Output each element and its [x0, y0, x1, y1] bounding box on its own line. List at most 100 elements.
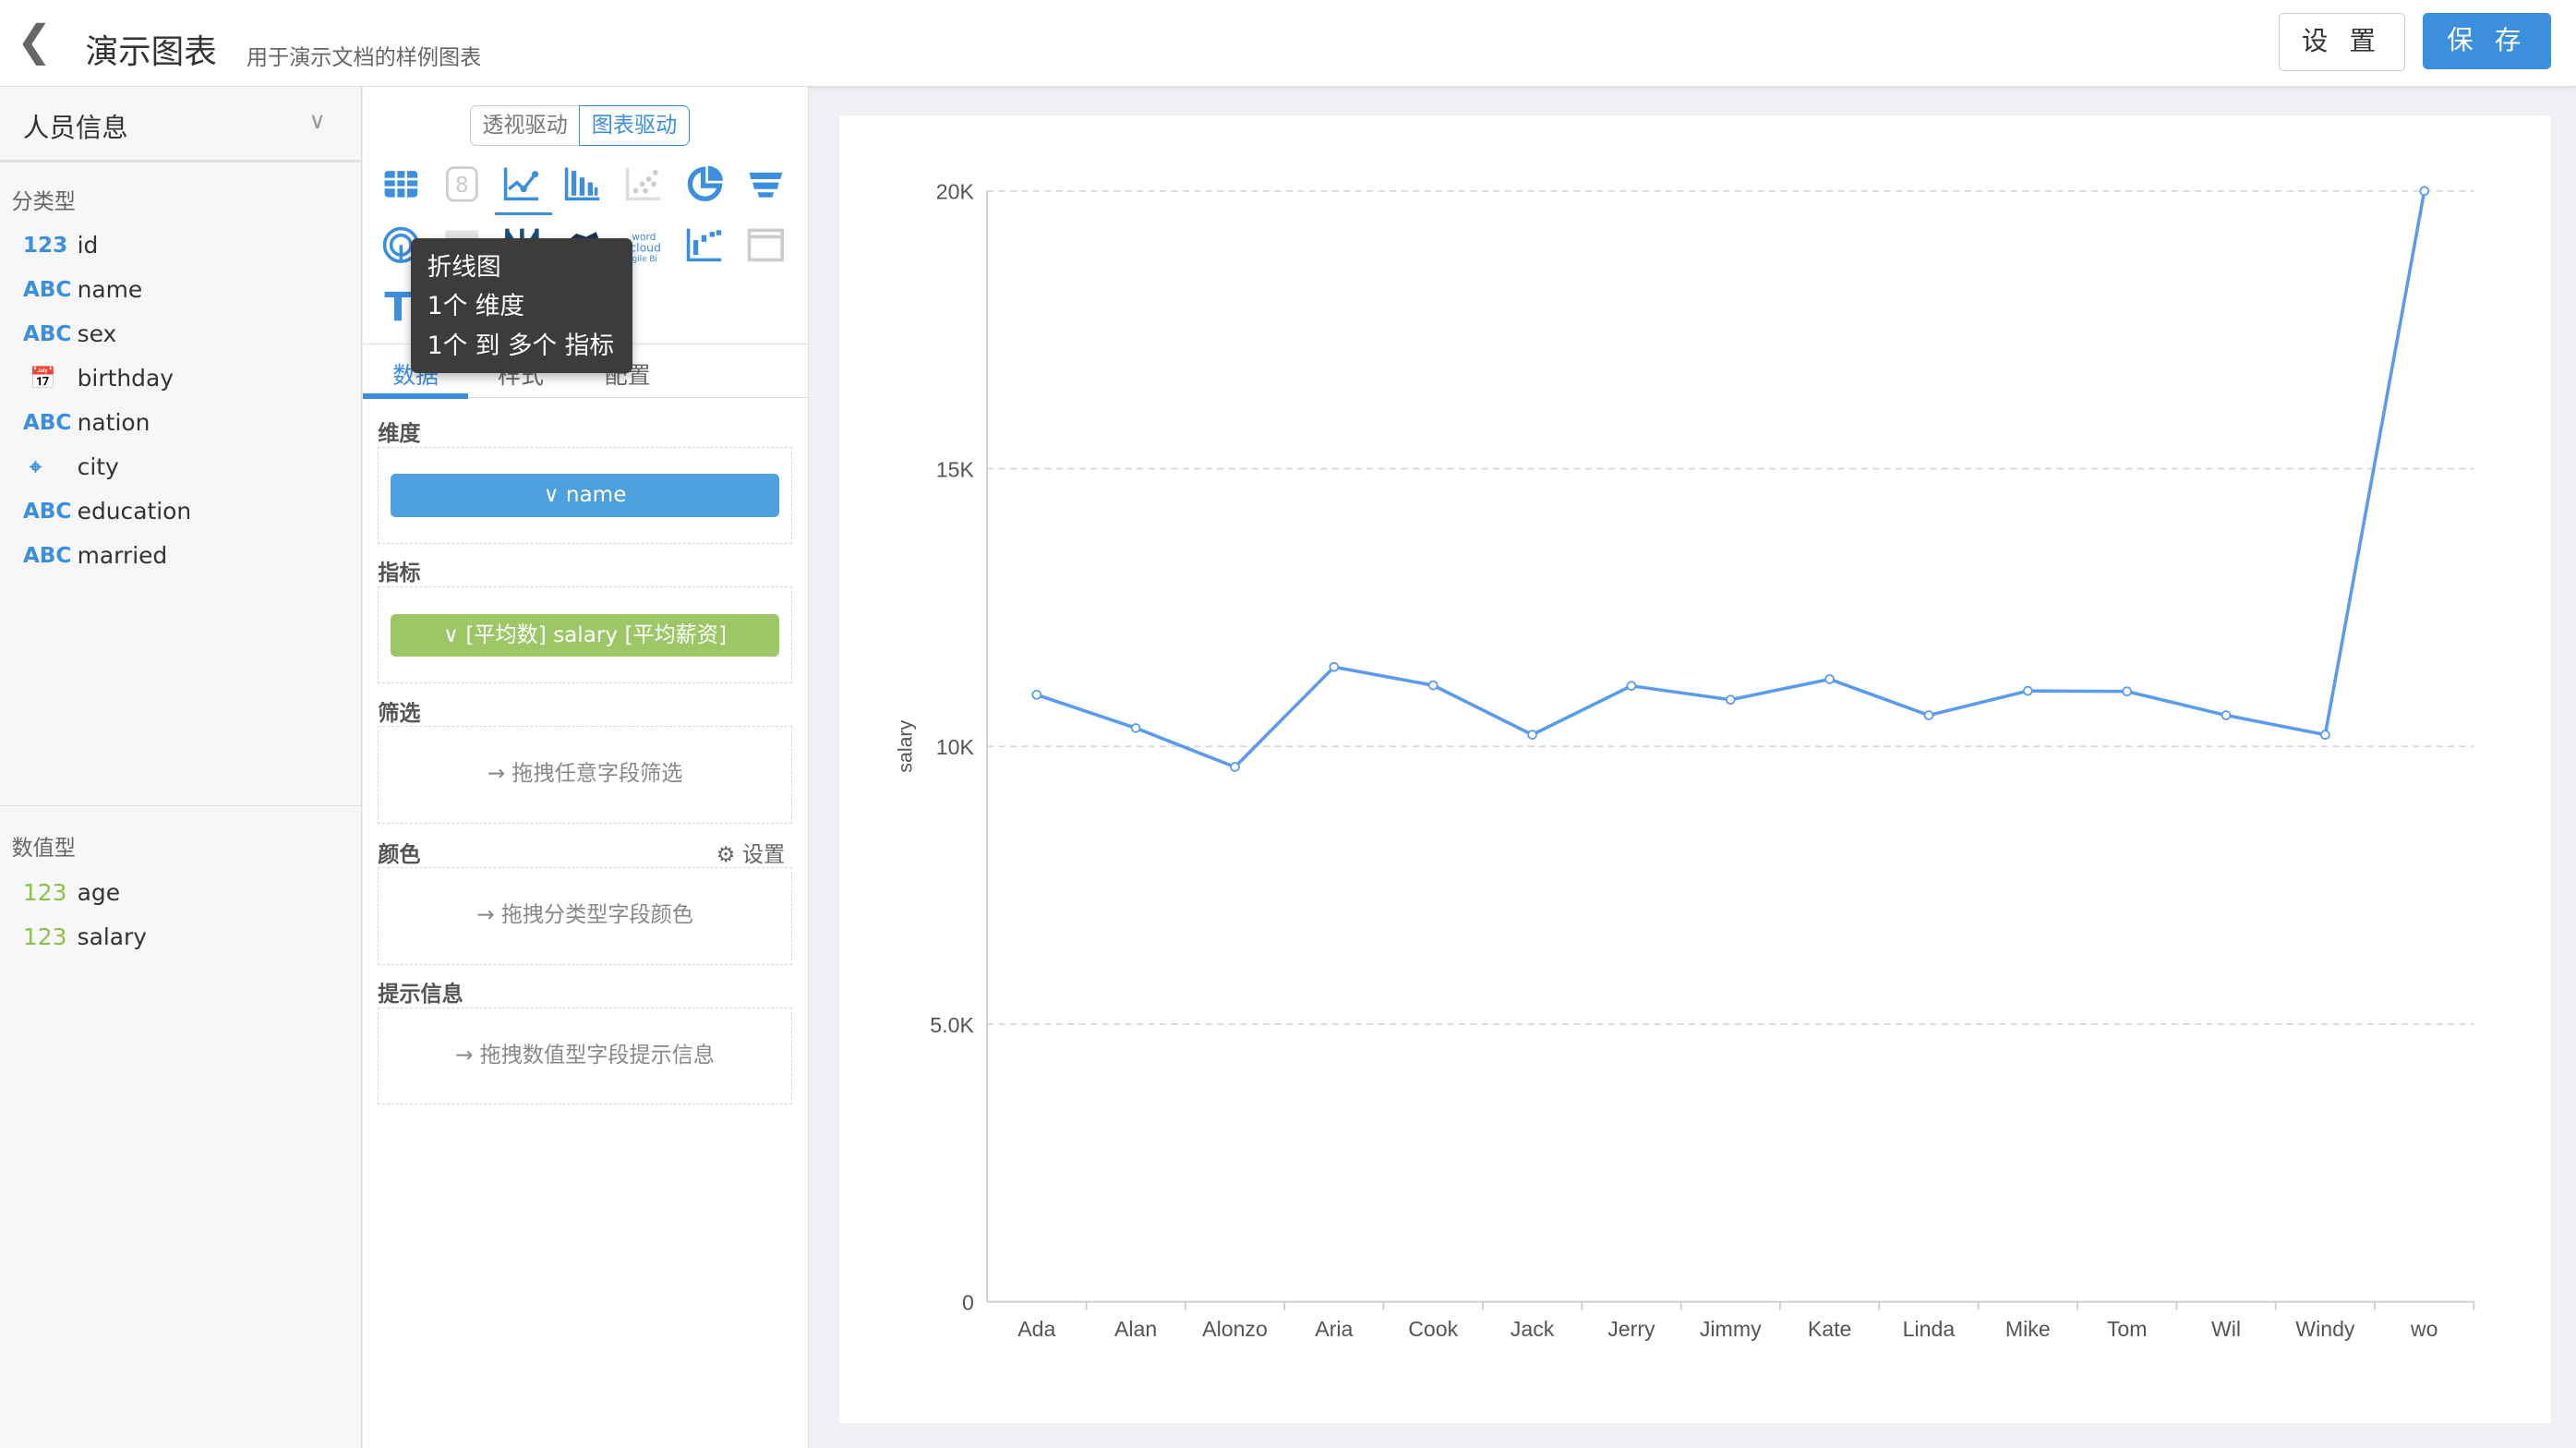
dataset-name: 人员信息 — [22, 112, 128, 143]
metric-pill[interactable]: ∨ [平均数] salary [平均薪资] — [390, 613, 780, 657]
svg-text:8: 8 — [455, 174, 469, 198]
field-name: birthday — [77, 365, 174, 392]
save-button[interactable]: 保 存 — [2423, 13, 2552, 69]
arrow-right-icon: → — [476, 903, 501, 928]
y-tick-label: 0 — [962, 1290, 974, 1314]
text-chart-icon[interactable]: T — [384, 284, 412, 331]
mode-chart[interactable]: 图表驱动 — [579, 104, 690, 147]
divider — [0, 804, 362, 806]
tooltip-line-2: 1个 到 多个 指标 — [427, 332, 615, 361]
header: ❮ 演示图表 用于演示文档的样例图表 设 置 保 存 — [0, 0, 2576, 87]
chevron-down-icon: ∨ — [443, 622, 466, 647]
x-tick-label: wo — [2410, 1317, 2438, 1341]
field-sidebar: 人员信息 ∨ 分类型 123 id ABC name ABC sex 📅 birthday AB… — [0, 87, 363, 1448]
data-point — [2419, 186, 2430, 196]
mode-toggle: 透视驱动 图表驱动 — [469, 104, 690, 147]
number-card-icon[interactable]: 8 — [442, 164, 482, 204]
field-type-badge: ABC — [22, 411, 72, 436]
gear-icon: ⚙ — [716, 842, 742, 867]
data-point — [2320, 729, 2330, 740]
tooltip-label: 提示信息 — [378, 982, 463, 1007]
arrow-right-icon: → — [487, 762, 512, 787]
data-point — [1626, 680, 1637, 691]
data-point — [1527, 729, 1538, 740]
x-tick-label: Linda — [1903, 1317, 1956, 1341]
x-tick-label: Ada — [1017, 1317, 1055, 1341]
page-title: 演示图表 — [85, 33, 217, 72]
field-name: name — [77, 276, 143, 304]
page-subtitle: 用于演示文档的样例图表 — [246, 45, 482, 70]
field-name: nation — [77, 409, 150, 437]
chart-card: 0 5.0K 10K 15K 20K salary Ada Alan Alonzo Aria Coo… — [839, 115, 2552, 1423]
data-point — [1923, 709, 1934, 720]
line-chart-icon[interactable] — [502, 164, 542, 204]
chevron-down-icon: ∨ — [543, 483, 566, 508]
data-point — [1428, 680, 1438, 690]
dimension-pill[interactable]: ∨ name — [390, 474, 780, 517]
field-type-badge: 123 — [22, 879, 67, 907]
field-type-badge: 123 — [22, 923, 67, 951]
filter-dropzone[interactable]: → 拖拽任意字段筛选 — [378, 726, 792, 824]
color-dropzone[interactable]: → 拖拽分类型字段颜色 — [378, 867, 792, 965]
calendar-icon: 📅 — [30, 367, 56, 392]
tooltip-line-1: 1个 维度 — [427, 292, 525, 321]
chevron-left-icon[interactable]: ❮ — [16, 16, 53, 66]
pie-chart-icon[interactable] — [685, 164, 725, 204]
field-name: city — [77, 453, 119, 481]
color-settings-button[interactable]: ⚙ 设置 — [716, 837, 785, 868]
funnel-chart-icon[interactable] — [746, 164, 786, 204]
x-tick-label: Wil — [2211, 1317, 2241, 1341]
metric-dropzone[interactable]: ∨ [平均数] salary [平均薪资] — [378, 586, 792, 684]
color-label: 颜色 — [378, 842, 421, 867]
data-point — [1329, 661, 1340, 672]
iframe-icon[interactable] — [746, 225, 786, 265]
table-chart-icon[interactable] — [381, 164, 421, 204]
scatter-chart-icon[interactable] — [624, 164, 664, 204]
color-settings-label: 设置 — [741, 842, 786, 867]
x-tick-label: Tom — [2107, 1317, 2148, 1341]
line-chart[interactable]: 0 5.0K 10K 15K 20K salary Ada Alan Alonzo Aria Coo… — [839, 115, 2551, 1423]
y-axis-label: salary — [895, 719, 917, 772]
x-tick-label: Mike — [2005, 1317, 2051, 1341]
field-name: sex — [77, 320, 117, 348]
y-tick-label: 20K — [936, 179, 975, 203]
x-tick-label: Alonzo — [1202, 1317, 1268, 1341]
svg-text:word: word — [632, 231, 656, 243]
chevron-down-icon: ∨ — [308, 106, 326, 134]
svg-text:cloud: cloud — [630, 240, 661, 254]
dataset-select[interactable]: 人员信息 ∨ — [0, 87, 362, 163]
bar-chart-icon[interactable] — [563, 164, 603, 204]
x-tick-label: Cook — [1408, 1317, 1458, 1341]
categorical-heading: 分类型 — [11, 190, 76, 215]
y-tick-label: 5.0K — [931, 1012, 975, 1036]
x-tick-label: Kate — [1808, 1317, 1852, 1341]
settings-button[interactable]: 设 置 — [2278, 13, 2406, 71]
metric-label: 指标 — [378, 561, 421, 586]
x-tick-label: Jerry — [1607, 1317, 1655, 1341]
x-tick-label: Jimmy — [1700, 1317, 1762, 1341]
y-tick-label: 10K — [936, 735, 975, 759]
data-point — [2023, 685, 2033, 695]
waterfall-chart-icon[interactable] — [685, 225, 725, 265]
data-point — [1726, 694, 1736, 705]
data-point — [2122, 685, 2133, 696]
chart-type-tooltip: 折线图 1个 维度 1个 到 多个 指标 — [410, 237, 633, 373]
dimension-name: name — [565, 483, 627, 508]
field-type-badge: ABC — [22, 322, 72, 347]
x-tick-label: Jack — [1511, 1317, 1555, 1341]
svg-text:agile Bi: agile Bi — [627, 255, 657, 264]
dimension-dropzone[interactable]: ∨ name — [378, 446, 792, 545]
tooltip-hint: 拖拽数值型字段提示信息 — [479, 1043, 716, 1068]
data-point — [1031, 689, 1042, 700]
field-name: education — [77, 498, 192, 525]
data-point — [1824, 673, 1836, 684]
series-line — [1036, 190, 2426, 769]
map-pin-icon: ⌖ — [30, 455, 42, 480]
filter-hint: 拖拽任意字段筛选 — [512, 762, 683, 787]
numeric-heading: 数值型 — [11, 836, 76, 861]
field-name: married — [77, 542, 168, 570]
tooltip-dropzone[interactable]: → 拖拽数值型字段提示信息 — [378, 1007, 792, 1104]
mode-pivot[interactable]: 透视驱动 — [469, 104, 580, 147]
field-type-badge: ABC — [22, 278, 72, 303]
